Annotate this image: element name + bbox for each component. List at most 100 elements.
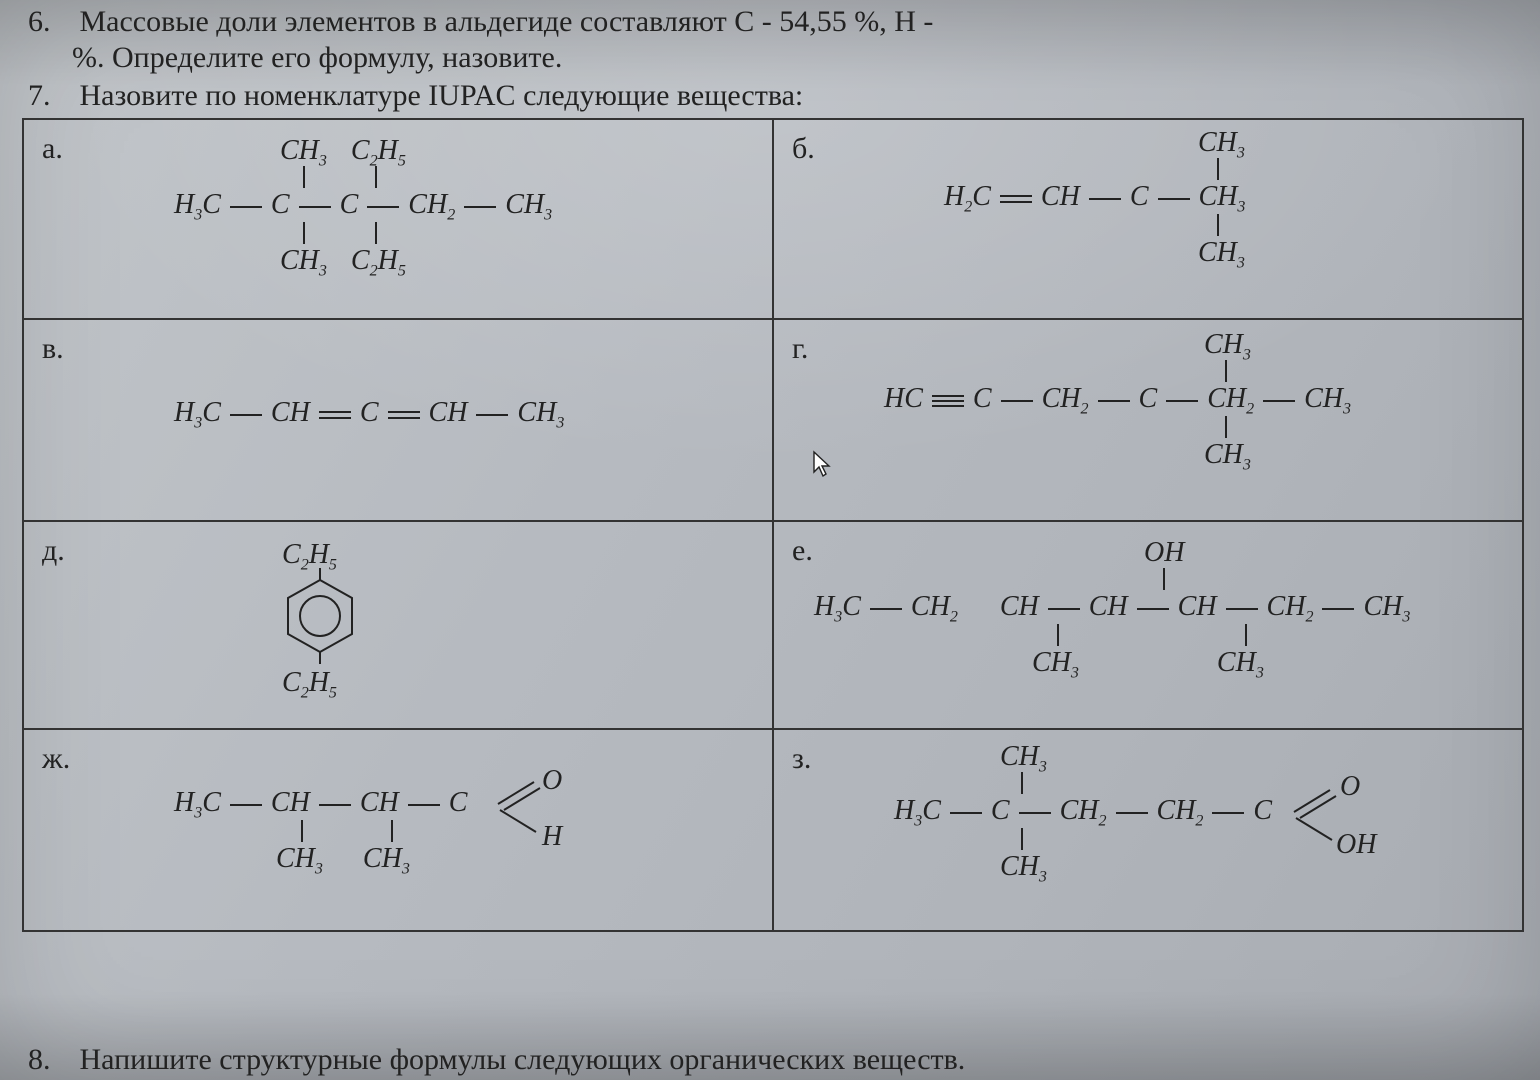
cell-e: е. OH H3C CH2 CH <box>773 521 1523 729</box>
ch2: CH2 <box>1157 795 1204 826</box>
ch2: CH2 <box>1267 591 1314 622</box>
question-6: 6. Массовые доли элементов в альдегиде с… <box>28 4 1516 76</box>
h: H <box>542 822 562 852</box>
ch3: CH3 <box>517 397 564 428</box>
cell-label-d: д. <box>42 534 65 568</box>
e-top: OH <box>1144 538 1184 568</box>
ch3: CH3 <box>280 135 327 166</box>
o: O <box>1340 772 1360 802</box>
ch3: CH3 <box>1000 851 1047 882</box>
ch3: CH3 <box>1204 329 1251 360</box>
oh: OH <box>1336 830 1376 860</box>
ch2: CH2 <box>911 591 958 622</box>
cell-label-zh: ж. <box>42 742 70 776</box>
structures-table: а. CH3 C2H5 <box>22 118 1524 932</box>
h3c: H3C <box>894 795 941 826</box>
ch3: CH3 <box>1304 383 1351 414</box>
cell-label-z: з. <box>792 742 811 776</box>
c: C <box>1139 383 1158 414</box>
ch: CH <box>1178 591 1217 622</box>
c2h5: C2H5 <box>282 539 337 570</box>
ch: CH <box>271 787 310 818</box>
table-row: ж. H3C CH CH C <box>23 729 1523 931</box>
cell-v: в. H3C CH C CH CH3 <box>23 319 773 521</box>
ch2: CH2 <box>1060 795 1107 826</box>
question-7: 7. Назовите по номенклатуре IUPAC следую… <box>28 78 1516 114</box>
c: C <box>340 189 359 220</box>
ch3: CH3 <box>1032 647 1079 678</box>
c: C <box>271 189 290 220</box>
cell-label-a: а. <box>42 132 63 166</box>
q8-number: 8. <box>28 1042 72 1078</box>
mouse-cursor-icon <box>812 450 832 478</box>
page: 6. Массовые доли элементов в альдегиде с… <box>0 0 1540 1080</box>
ch3: CH3 <box>363 843 410 874</box>
ch3: CH3 <box>505 189 552 220</box>
cell-label-v: в. <box>42 332 64 366</box>
question-8: 8. Напишите структурные формулы следующи… <box>28 1042 1516 1078</box>
table-row: в. H3C CH C CH CH3 г. <box>23 319 1523 521</box>
ch: CH <box>1000 591 1039 622</box>
ch: CH <box>429 397 468 428</box>
ch: CH <box>1089 591 1128 622</box>
q6-line2: %. Определите его формулу, назовите. <box>28 40 1516 76</box>
oh: OH <box>1144 537 1184 568</box>
cell-label-g: г. <box>792 332 808 366</box>
g-bot: CH3 <box>1204 440 1251 481</box>
benzene-ring-icon <box>274 568 366 668</box>
e-bot: CH3 CH3 <box>1032 648 1264 689</box>
h3c: H3C <box>174 787 221 818</box>
h2c: H2C <box>944 181 991 212</box>
ch3: CH3 <box>1198 127 1245 158</box>
c: C <box>449 787 468 818</box>
zh-bot: CH3 CH3 <box>276 844 410 885</box>
c2h5: C2H5 <box>282 667 337 698</box>
z-chain: H3C C CH2 CH2 C <box>894 796 1272 837</box>
ch: CH <box>360 787 399 818</box>
h3c: H3C <box>814 591 861 622</box>
b-chain: H2C CH C CH3 <box>944 182 1245 223</box>
e-vbot <box>1042 624 1342 650</box>
q6-text-line1: Массовые доли элементов в альдегиде сост… <box>80 5 934 38</box>
ch3: CH3 <box>276 843 323 874</box>
ch2: CH2 <box>1042 383 1089 414</box>
ch: CH <box>1041 181 1080 212</box>
c: C <box>973 383 992 414</box>
ch3: CH3 <box>1217 647 1264 678</box>
c2h5: C2H5 <box>351 135 406 166</box>
cell-zh: ж. H3C CH CH C <box>23 729 773 931</box>
c: C <box>360 397 379 428</box>
q6-number: 6. <box>28 4 72 40</box>
ch3: CH3 <box>1363 591 1410 622</box>
c: C <box>1253 795 1272 826</box>
c: C <box>1130 181 1149 212</box>
cell-label-b: б. <box>792 132 815 166</box>
ch3: CH3 <box>1000 741 1047 772</box>
c: C <box>991 795 1010 826</box>
ch3: CH3 <box>1198 237 1245 268</box>
ch3: CH3 <box>1204 439 1251 470</box>
c2h5: C2H5 <box>351 245 406 276</box>
cell-g: г. CH3 HC C CH2 <box>773 319 1523 521</box>
ch2: CH2 <box>408 189 455 220</box>
h3c: H3C <box>174 189 221 220</box>
q7-text: Назовите по номенклатуре IUPAC следующие… <box>80 79 804 112</box>
table-row: д. C2H5 C2H5 <box>23 521 1523 729</box>
hc: HC <box>884 383 923 414</box>
h3c: H3C <box>174 397 221 428</box>
d-bot: C2H5 <box>282 668 337 709</box>
cell-z: з. CH3 H3C C CH2 <box>773 729 1523 931</box>
cell-b: б. CH3 H2C CH C <box>773 119 1523 319</box>
q6-line1: 6. Массовые доли элементов в альдегиде с… <box>28 4 1516 40</box>
cell-a: а. CH3 C2H5 <box>23 119 773 319</box>
cell-d: д. C2H5 C2H5 <box>23 521 773 729</box>
ch3: CH3 <box>1199 181 1246 212</box>
table-row: а. CH3 C2H5 <box>23 119 1523 319</box>
ch2: CH2 <box>1207 383 1254 414</box>
q7-number: 7. <box>28 78 72 114</box>
b-bot: CH3 <box>1198 238 1245 279</box>
a-bot: CH3 C2H5 <box>280 246 406 287</box>
ch3: CH3 <box>280 245 327 276</box>
g-chain: HC C CH2 C CH2 CH3 <box>884 384 1351 425</box>
q8-text: Напишите структурные формулы следующих о… <box>80 1043 966 1076</box>
